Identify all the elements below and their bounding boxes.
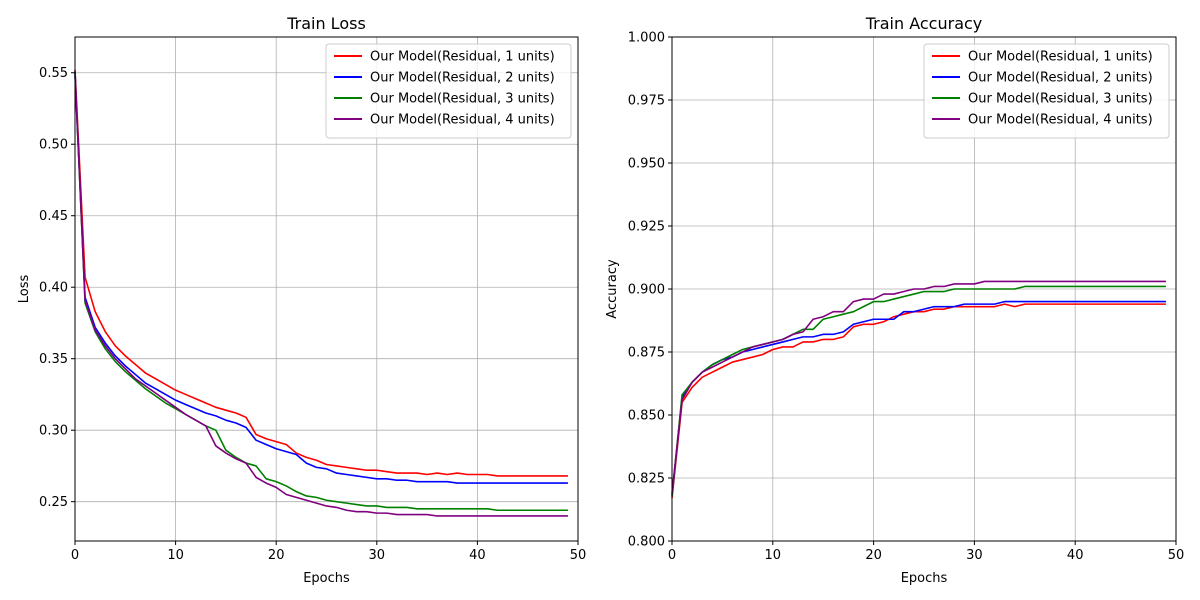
train-accuracy-ytick-label: 0.800 bbox=[628, 535, 665, 550]
train-loss-ytick-label: 0.40 bbox=[39, 281, 68, 296]
train-loss-legend-box bbox=[325, 43, 572, 139]
train-loss-ytick-label: 0.35 bbox=[39, 352, 68, 367]
train-accuracy-series bbox=[671, 280, 1166, 499]
train-loss-xtick-label: 20 bbox=[268, 548, 285, 563]
train-loss-ytick-label: 0.30 bbox=[39, 424, 68, 439]
train-loss-xtick-label: 40 bbox=[469, 548, 486, 563]
train-loss-legend: Our Model(Residual, 1 units) Our Model(Re… bbox=[325, 43, 572, 139]
train-accuracy-title: Train Accuracy bbox=[865, 14, 983, 33]
train-loss-ytick-label: 0.25 bbox=[39, 495, 68, 510]
train-accuracy-xtick-label: 0 bbox=[668, 548, 676, 563]
train-loss-xtick-label: 50 bbox=[570, 548, 587, 563]
train-accuracy-xtick-label: 40 bbox=[1067, 548, 1084, 563]
train-accuracy-ytick-label: 0.850 bbox=[628, 409, 665, 424]
train-accuracy-xtick-label: 20 bbox=[865, 548, 882, 563]
train-loss-series bbox=[74, 69, 568, 517]
train-loss-axes-frame bbox=[74, 36, 579, 542]
train-loss-series-line-3 bbox=[74, 72, 568, 512]
train-loss-legend-label-4: Our Model(Residual, 4 units) bbox=[370, 113, 555, 128]
train-loss-axes: 0 10 20 30 40 50 0.25 0.30 0.35 0.40 0.45 0.50 0.55 bbox=[39, 36, 587, 563]
train-loss-xlabel: Epochs bbox=[303, 571, 350, 586]
train-loss-xtick-label: 30 bbox=[369, 548, 386, 563]
train-loss-series-line-2 bbox=[74, 75, 568, 484]
train-loss-series-line-4 bbox=[74, 71, 568, 517]
train-accuracy-series-line-2 bbox=[671, 300, 1166, 496]
train-accuracy-legend: Our Model(Residual, 1 units) Our Model(Re… bbox=[923, 43, 1170, 139]
train-accuracy-xtick-label: 50 bbox=[1168, 548, 1185, 563]
train-loss-legend-label-2: Our Model(Residual, 2 units) bbox=[370, 71, 555, 86]
train-loss-legend-label-3: Our Model(Residual, 3 units) bbox=[370, 92, 555, 107]
train-accuracy-ytick-label: 0.925 bbox=[628, 220, 665, 235]
train-accuracy-legend-box bbox=[923, 43, 1170, 139]
train-accuracy-ytick-label: 0.875 bbox=[628, 346, 665, 361]
train-loss-ytick-label: 0.50 bbox=[39, 138, 68, 153]
train-accuracy-ytick-label: 0.950 bbox=[628, 157, 665, 172]
train-accuracy-xtick-label: 10 bbox=[765, 548, 782, 563]
train-accuracy-legend-label-4: Our Model(Residual, 4 units) bbox=[968, 113, 1153, 128]
train-accuracy-ylabel: Accuracy bbox=[605, 259, 620, 319]
train-loss-xtick-label: 10 bbox=[167, 548, 184, 563]
train-loss-panel: 0 10 20 30 40 500.250.300.350.400.450.500.55 … bbox=[17, 14, 586, 586]
train-accuracy-legend-label-2: Our Model(Residual, 2 units) bbox=[968, 71, 1153, 86]
train-accuracy-xtick-label: 30 bbox=[966, 548, 983, 563]
train-loss-ytick-label: 0.45 bbox=[39, 209, 68, 224]
train-loss-title: Train Loss bbox=[286, 14, 366, 33]
train-accuracy-axes: 0 10 20 30 40 50 0.800 0.825 0.850 0.875 0.900 0.92… bbox=[628, 31, 1184, 564]
train-accuracy-xlabel: Epochs bbox=[901, 571, 948, 586]
train-accuracy-ytick-label: 0.825 bbox=[628, 472, 665, 487]
train-loss-xtick-label: 0 bbox=[71, 548, 79, 563]
train-accuracy-ytick-label: 1.000 bbox=[628, 31, 665, 46]
train-accuracy-legend-label-1: Our Model(Residual, 1 units) bbox=[968, 50, 1153, 65]
train-loss-ylabel: Loss bbox=[17, 275, 32, 304]
train-loss-series-line-1 bbox=[74, 69, 568, 477]
train-accuracy-legend-label-3: Our Model(Residual, 3 units) bbox=[968, 92, 1153, 107]
train-accuracy-ytick-label: 0.900 bbox=[628, 283, 665, 298]
train-loss-legend-label-1: Our Model(Residual, 1 units) bbox=[370, 50, 555, 65]
train-loss-ytick-label: 0.55 bbox=[39, 66, 68, 81]
train-accuracy-panel: 0 10 20 30 40 50 0.800 0.825 0.850 0.875 0.900 0.92… bbox=[605, 14, 1184, 586]
train-accuracy-ytick-label: 0.975 bbox=[628, 94, 665, 109]
train-accuracy-series-line-1 bbox=[671, 303, 1166, 499]
train-accuracy-series-line-4 bbox=[671, 280, 1166, 494]
